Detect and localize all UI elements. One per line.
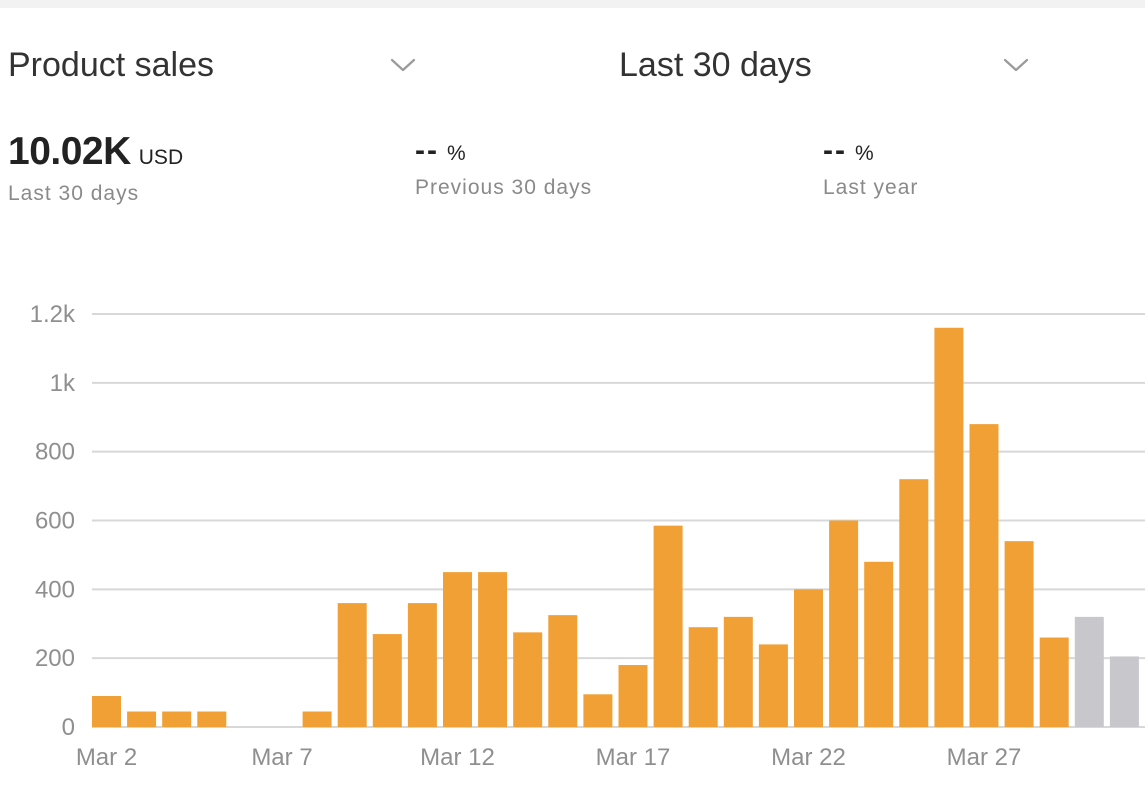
x-tick-label: Mar 12	[420, 744, 495, 771]
stat-previous-caption: Previous 30 days	[415, 176, 593, 199]
stat-last-year: -- % Last year	[823, 134, 918, 200]
stat-current-value: 10.02K	[8, 130, 131, 173]
x-tick-label: Mar 27	[947, 744, 1022, 771]
stat-current-period: 10.02K USD Last 30 days	[8, 130, 183, 206]
bar-mar-13[interactable]	[478, 572, 508, 727]
bar-mar-4[interactable]	[162, 711, 192, 727]
stat-last-year-unit: %	[854, 142, 874, 165]
bar-mar-20[interactable]	[723, 616, 753, 727]
bar-mar-17[interactable]	[618, 665, 648, 727]
stat-current-unit: USD	[138, 146, 184, 169]
bar-mar-11[interactable]	[407, 603, 437, 727]
bar-mar-5[interactable]	[197, 711, 227, 727]
bar-mar-14[interactable]	[513, 632, 543, 727]
y-tick-label: 800	[35, 439, 75, 466]
stat-previous-value: --	[415, 134, 439, 167]
bar-mar-24[interactable]	[864, 561, 894, 727]
chart-y-axis: 0 200 400 600 800 1k 1.2k	[30, 301, 76, 741]
stat-previous-period: -- % Previous 30 days	[415, 134, 592, 200]
y-tick-label: 400	[35, 576, 75, 603]
bar-mar-28[interactable]	[1004, 541, 1034, 727]
bar-mar-31[interactable]	[1109, 656, 1139, 727]
bar-mar-2[interactable]	[92, 696, 121, 727]
date-range-dropdown-label: Last 30 days	[619, 45, 812, 84]
bar-mar-12[interactable]	[443, 572, 472, 727]
y-tick-label: 0	[62, 714, 75, 741]
stat-previous-unit: %	[446, 142, 466, 165]
x-tick-label: Mar 17	[596, 744, 671, 771]
bar-mar-21[interactable]	[758, 644, 788, 727]
metric-dropdown[interactable]: Product sales	[8, 38, 420, 92]
stat-last-year-value: --	[823, 134, 847, 167]
chart-x-axis: Mar 2 Mar 7 Mar 12 Mar 17 Mar 22 Mar 27	[76, 744, 1022, 771]
top-divider	[0, 0, 1145, 8]
stat-last-year-caption: Last year	[823, 176, 919, 199]
chevron-down-icon	[386, 48, 420, 82]
chart-gridlines	[92, 313, 1145, 728]
bar-mar-25[interactable]	[899, 479, 929, 727]
y-tick-label: 600	[35, 508, 75, 535]
metric-dropdown-label: Product sales	[8, 45, 214, 84]
bar-mar-22[interactable]	[794, 589, 823, 727]
bar-mar-10[interactable]	[372, 634, 402, 727]
bar-mar-9[interactable]	[337, 603, 367, 727]
y-tick-label: 1.2k	[30, 301, 76, 328]
bar-mar-27[interactable]	[969, 424, 999, 727]
bar-mar-16[interactable]	[583, 694, 613, 727]
bar-mar-26[interactable]	[934, 327, 964, 727]
x-tick-label: Mar 22	[771, 744, 846, 771]
y-tick-label: 200	[35, 645, 75, 672]
y-tick-label: 1k	[50, 370, 76, 397]
bar-mar-8[interactable]	[302, 711, 332, 727]
bar-mar-30[interactable]	[1074, 616, 1104, 727]
bar-mar-29[interactable]	[1039, 637, 1069, 727]
bar-mar-19[interactable]	[688, 627, 718, 727]
date-range-dropdown[interactable]: Last 30 days	[619, 38, 1033, 92]
bar-mar-3[interactable]	[127, 711, 157, 727]
x-tick-label: Mar 2	[76, 744, 137, 771]
bar-mar-23[interactable]	[829, 520, 859, 728]
x-tick-label: Mar 7	[251, 744, 312, 771]
chevron-down-icon	[999, 48, 1033, 82]
bar-mar-15[interactable]	[548, 615, 578, 727]
chart-bars	[92, 327, 1139, 728]
stat-current-caption: Last 30 days	[8, 182, 140, 205]
bar-mar-18[interactable]	[653, 525, 683, 727]
